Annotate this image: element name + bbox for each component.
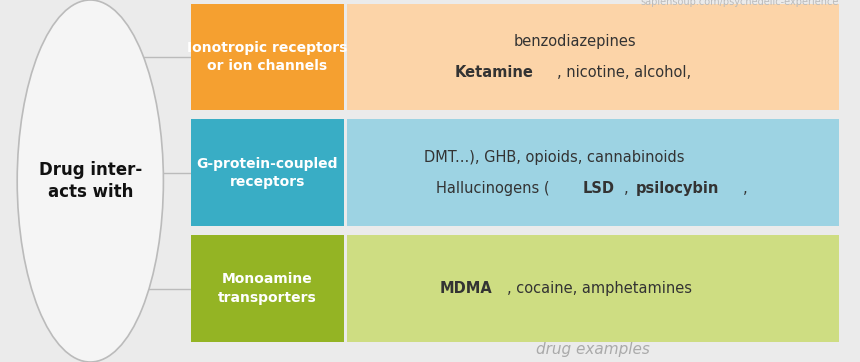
Text: ,: , [624,181,633,196]
Text: Monoamine
transporters: Monoamine transporters [218,273,316,305]
Text: Hallucinogens (: Hallucinogens ( [436,181,550,196]
Bar [347,4,838,110]
Bar [347,235,838,342]
Text: sapiensoup.com/psychedelic-experience: sapiensoup.com/psychedelic-experience [640,0,838,7]
Bar [191,119,344,226]
Ellipse shape [17,0,163,362]
Text: drug examples: drug examples [536,342,649,357]
Text: LSD: LSD [582,181,614,196]
Bar [191,235,344,342]
Text: MDMA: MDMA [439,281,492,296]
Text: Ionotropic receptors
or ion channels: Ionotropic receptors or ion channels [187,41,347,73]
Text: benzodiazepines: benzodiazepines [513,34,636,49]
Bar [191,4,344,110]
Text: G-protein-coupled
receptors: G-protein-coupled receptors [197,157,338,189]
Text: , nicotine, alcohol,: , nicotine, alcohol, [557,65,691,80]
Bar [347,119,838,226]
Text: psilocybin: psilocybin [636,181,719,196]
Text: DMT...), GHB, opioids, cannabinoids: DMT...), GHB, opioids, cannabinoids [425,150,685,165]
Text: ,: , [743,181,748,196]
Text: Drug inter-
acts with: Drug inter- acts with [39,161,142,201]
Text: Ketamine: Ketamine [455,65,534,80]
Text: , cocaine, amphetamines: , cocaine, amphetamines [507,281,692,296]
